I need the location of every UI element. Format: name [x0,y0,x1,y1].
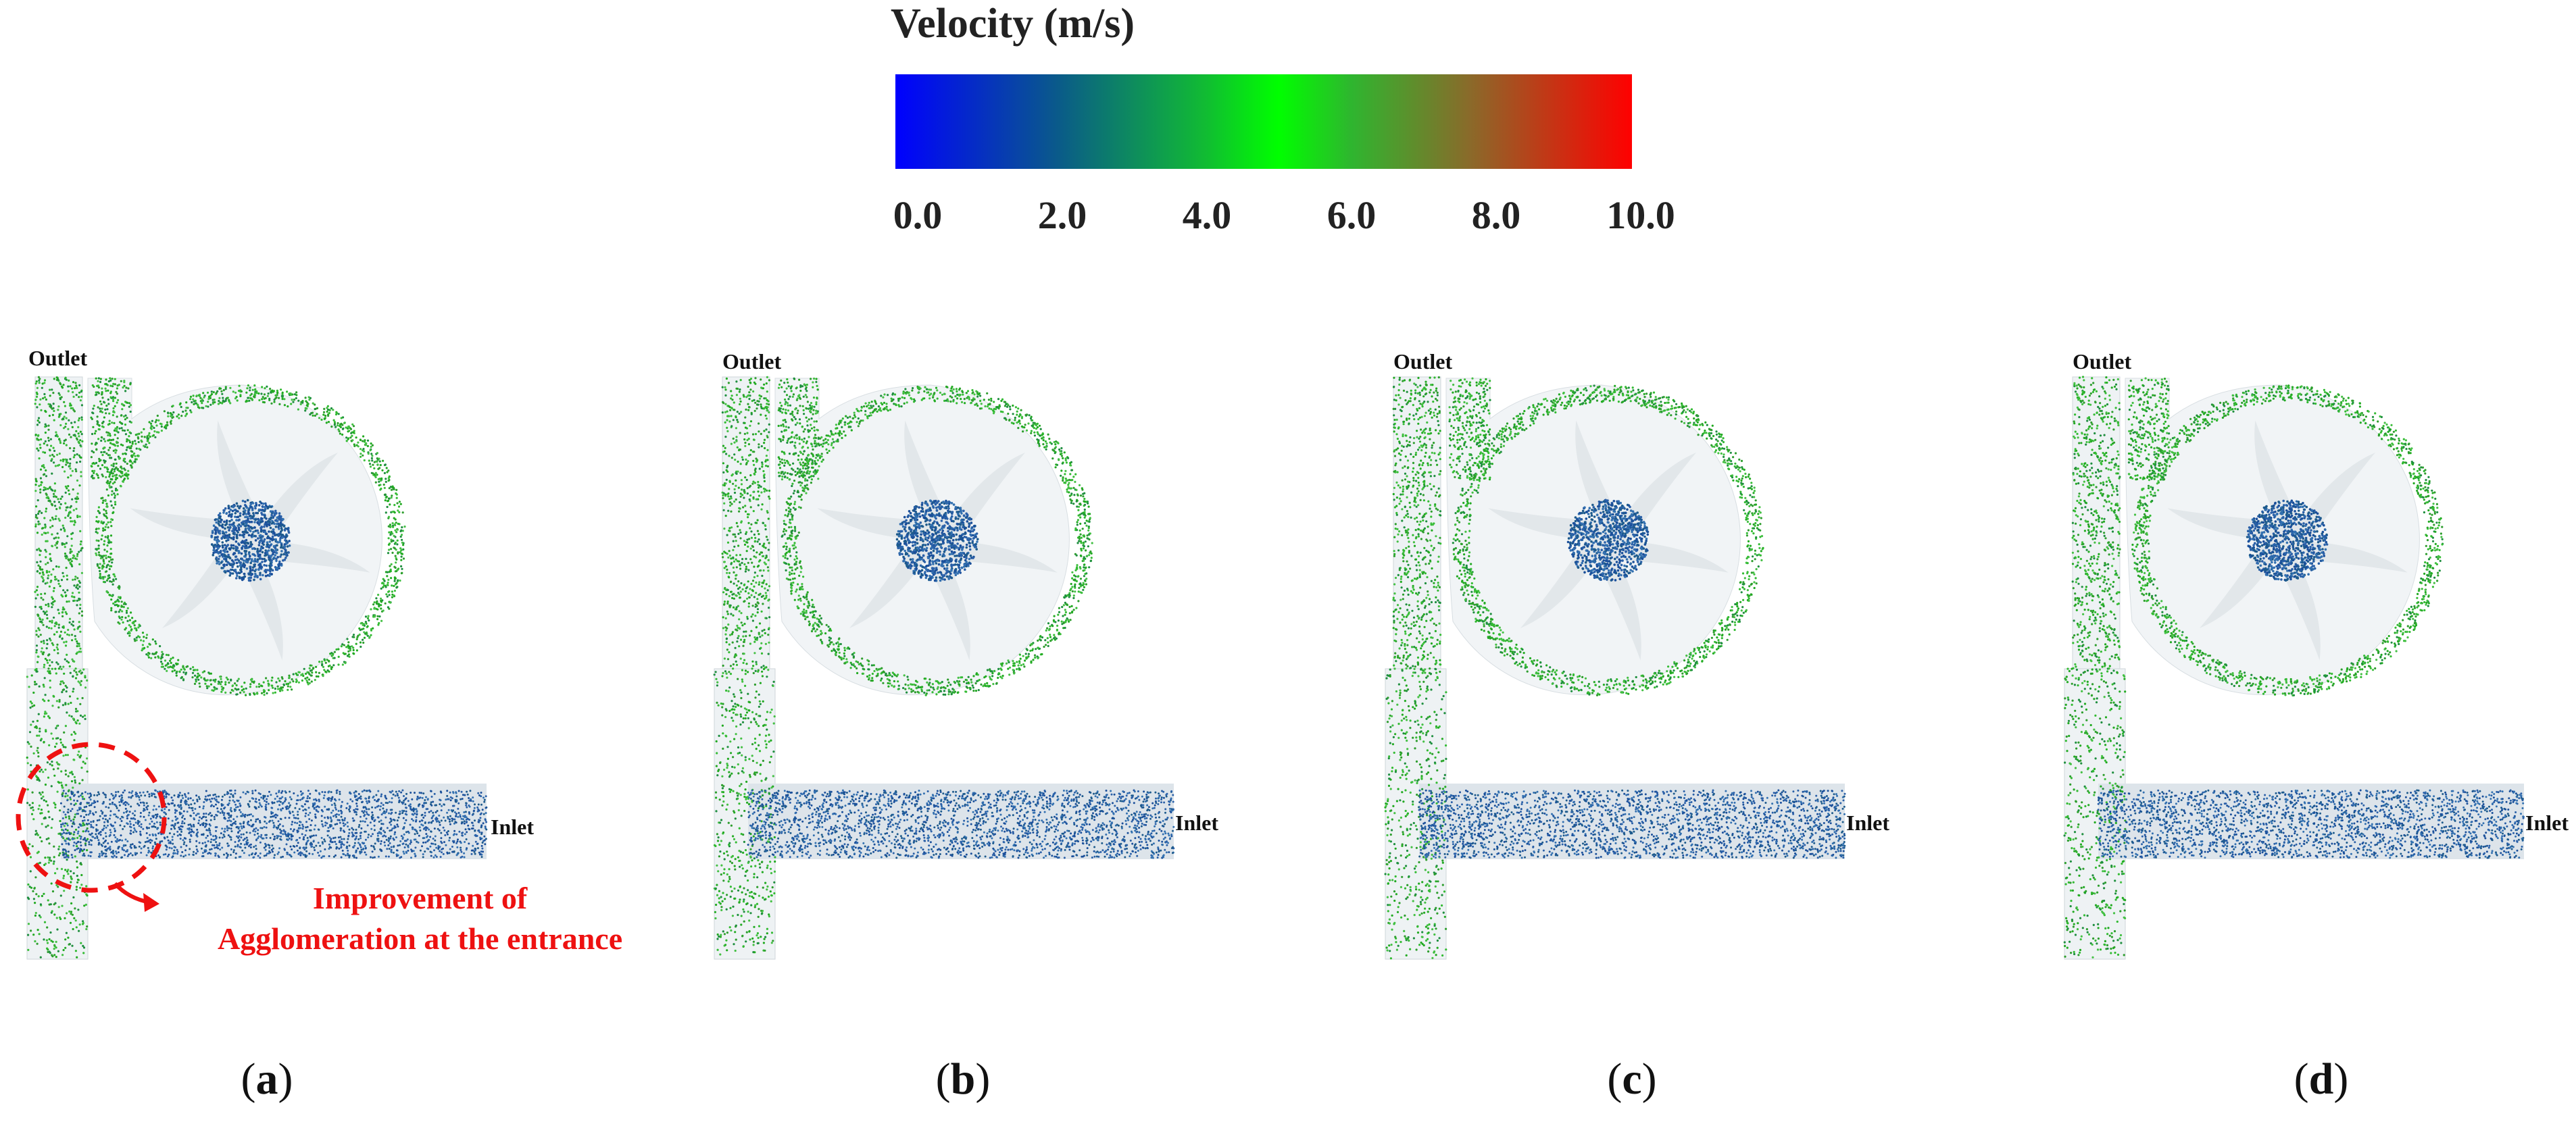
subfigure-caption-a: (a) [241,1054,293,1105]
outlet-particles [26,376,89,959]
hub-particles [1566,499,1650,582]
subfigure-caption-b: (b) [936,1054,991,1105]
outlet-label: Outlet [2073,349,2131,374]
outlet-label: Outlet [722,349,781,374]
impeller-blades [130,420,370,661]
inlet-label: Inlet [1175,811,1218,836]
colorbar-title: Velocity (m/s) [891,0,1135,48]
volute-particles [1448,377,1764,696]
inlet-label: Inlet [2525,811,2569,836]
pump-flow-figure [26,376,488,960]
pump-panel-c: Outlet Inlet [1379,338,2054,1013]
outlet-particles [713,376,776,956]
inlet-label: Inlet [491,815,534,840]
pump-flow-figure [2063,376,2525,960]
hub-particles [210,499,291,582]
colorbar-tick: 2.0 [1038,193,1087,238]
agglomeration-highlight [16,742,167,912]
volute-particles [777,377,1093,696]
inlet-particles [747,789,1175,859]
pump-flow-figure [1384,376,1846,960]
hub-particles [895,499,979,582]
hub-particles [2246,499,2329,582]
annotation-line-2: Agglomeration at the entrance [218,919,622,959]
volute-particles [90,377,406,696]
outlet-label: Outlet [28,346,87,371]
colorbar-tick: 4.0 [1183,193,1232,238]
agglomeration-annotation: Improvement of Agglomeration at the entr… [218,878,622,959]
outlet-pipe [722,376,770,675]
outlet-label: Outlet [1393,349,1452,374]
annotation-line-1: Improvement of [218,878,622,919]
colorbar-tick: 10.0 [1606,193,1675,238]
highlight-arrowhead [143,893,159,912]
colorbar-tick: 6.0 [1327,193,1377,238]
inlet-particles [1418,789,1846,859]
pump-panel-d: Outlet Inlet [2058,338,2576,1013]
colorbar-tick: 0.0 [893,193,943,238]
highlight-dashed-circle [16,742,167,893]
pump-flow-figure [713,376,1175,960]
colorbar-gradient [895,74,1632,169]
pump-panel-b: Outlet Inlet [708,338,1383,1013]
pump-panel-a: Outlet Inlet [20,338,696,1013]
subfigure-caption-c: (c) [1607,1054,1656,1105]
subfigure-caption-d: (d) [2294,1054,2349,1105]
outlet-pipe [1393,376,1441,675]
inlet-particles [2097,789,2525,859]
outlet-particles [1384,376,1447,960]
outlet-particles [2063,376,2127,959]
colorbar-tick: 8.0 [1472,193,1521,238]
volute-particles [2127,377,2444,697]
inlet-particles [59,789,488,859]
inlet-label: Inlet [1846,811,1889,836]
